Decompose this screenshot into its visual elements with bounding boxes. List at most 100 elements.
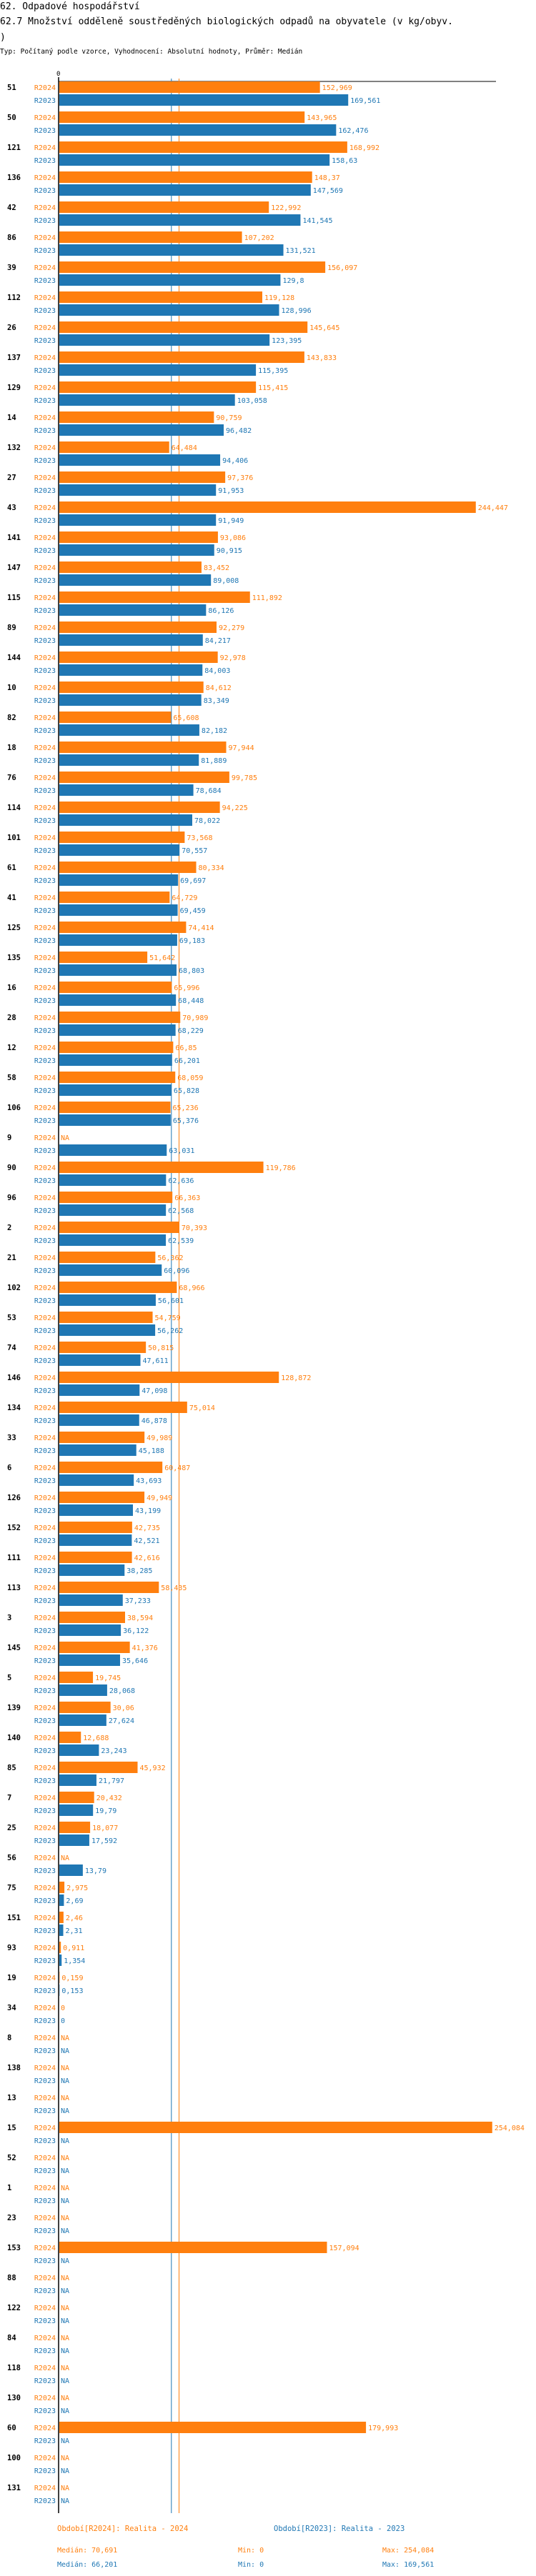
series-label-r2024: R2024 xyxy=(34,2455,56,2462)
category-label: 144 xyxy=(7,654,21,662)
series-label-r2024: R2024 xyxy=(34,744,56,752)
category-label: 13 xyxy=(7,2094,16,2102)
series-label-r2023: R2023 xyxy=(34,2317,56,2325)
bar-r2024 xyxy=(59,171,312,183)
bar-r2024 xyxy=(59,1192,173,1203)
category-label: 130 xyxy=(7,2394,21,2402)
data-label: 128,872 xyxy=(281,1374,311,1382)
bar-r2024 xyxy=(59,591,250,603)
na-label: NA xyxy=(61,2107,69,2115)
bar-r2024 xyxy=(59,81,320,93)
bar-r2023 xyxy=(59,994,177,1006)
data-label: 45,932 xyxy=(140,1764,166,1772)
data-label: 131,521 xyxy=(286,247,316,255)
data-label: 152,969 xyxy=(322,84,352,92)
data-label: 20,432 xyxy=(96,1794,122,1802)
na-label: NA xyxy=(61,2395,69,2402)
bar-r2024 xyxy=(59,982,172,993)
bar-r2023 xyxy=(59,1144,167,1156)
bar-r2023 xyxy=(59,1955,62,1966)
category-label: 131 xyxy=(7,2484,21,2492)
series-label-r2024: R2024 xyxy=(34,2215,56,2222)
bar-r2023 xyxy=(59,934,177,946)
series-label-r2023: R2023 xyxy=(34,877,56,885)
data-label: 30,06 xyxy=(113,1704,134,1712)
series-label-r2024: R2024 xyxy=(34,1824,56,1832)
series-label-r2024: R2024 xyxy=(34,1194,56,1202)
data-label: 244,447 xyxy=(478,504,508,512)
category-label: 74 xyxy=(7,1344,16,1352)
data-label: 107,202 xyxy=(244,234,274,242)
data-label: 99,785 xyxy=(232,774,257,782)
bar-r2024 xyxy=(59,1882,65,1893)
bar-r2024 xyxy=(59,1522,132,1533)
series-label-r2023: R2023 xyxy=(34,2047,56,2055)
bar-r2024 xyxy=(59,1732,81,1743)
series-label-r2023: R2023 xyxy=(34,457,56,465)
bar-r2024 xyxy=(59,652,218,663)
series-label-r2024: R2024 xyxy=(34,564,56,572)
series-label-r2024: R2024 xyxy=(34,1224,56,1232)
bar-r2023 xyxy=(59,124,337,136)
bar-r2024 xyxy=(59,1672,94,1683)
category-label: 151 xyxy=(7,1914,21,1922)
bar-r2023 xyxy=(59,1234,167,1246)
data-label: 69,183 xyxy=(179,937,205,945)
data-label: 73,568 xyxy=(187,834,212,842)
series-label-r2024: R2024 xyxy=(34,1614,56,1622)
data-label: 119,128 xyxy=(264,294,294,302)
category-label: 152 xyxy=(7,1524,21,1532)
series-label-r2024: R2024 xyxy=(34,1524,56,1532)
data-label: 86,126 xyxy=(208,607,234,615)
series-label-r2023: R2023 xyxy=(34,637,56,645)
section-title: 62. Odpadové hospodářství xyxy=(0,1,140,12)
bar-r2024 xyxy=(59,1072,176,1083)
bar-r2024 xyxy=(59,1642,130,1653)
category-label: 112 xyxy=(7,294,21,302)
data-label: 96,482 xyxy=(226,427,252,435)
series-label-r2024: R2024 xyxy=(34,684,56,692)
category-label: 93 xyxy=(7,1944,16,1952)
category-label: 137 xyxy=(7,354,21,362)
category-label: 85 xyxy=(7,1764,16,1772)
data-label: 89,008 xyxy=(213,577,239,585)
series-label-r2023: R2023 xyxy=(34,667,56,675)
bar-r2023 xyxy=(59,1684,107,1696)
series-label-r2023: R2023 xyxy=(34,487,56,495)
data-label: 84,217 xyxy=(205,637,231,645)
bar-r2024 xyxy=(59,531,218,543)
data-label: 42,521 xyxy=(134,1537,159,1545)
series-label-r2024: R2024 xyxy=(34,954,56,962)
bar-r2024 xyxy=(59,772,229,783)
data-label: 47,611 xyxy=(143,1357,169,1365)
category-label: 147 xyxy=(7,564,21,572)
category-label: 58 xyxy=(7,1074,16,1082)
na-label: NA xyxy=(61,2257,69,2265)
data-label: 83,452 xyxy=(204,564,229,572)
series-label-r2023: R2023 xyxy=(34,2107,56,2115)
bar-r2023 xyxy=(59,484,217,496)
series-label-r2024: R2024 xyxy=(34,1074,56,1082)
data-label: 97,944 xyxy=(228,744,254,752)
data-label: 66,363 xyxy=(174,1194,200,1202)
data-label: 60,096 xyxy=(164,1267,189,1275)
series-label-r2024: R2024 xyxy=(34,324,56,332)
series-label-r2024: R2024 xyxy=(34,1284,56,1292)
bar-r2023 xyxy=(59,1084,172,1096)
series-label-r2024: R2024 xyxy=(34,2305,56,2312)
bar-r2023 xyxy=(59,1714,106,1726)
stat-min-r2023: Min: 0 xyxy=(238,2561,264,2569)
category-label: 145 xyxy=(7,1644,21,1652)
category-label: 76 xyxy=(7,774,16,782)
bar-r2023 xyxy=(59,1444,137,1456)
series-label-r2023: R2023 xyxy=(34,187,56,195)
data-label: 141,545 xyxy=(302,217,332,225)
data-label: 65,996 xyxy=(174,984,199,992)
series-label-r2023: R2023 xyxy=(34,607,56,615)
data-label: 58,435 xyxy=(161,1584,187,1592)
series-label-r2024: R2024 xyxy=(34,1254,56,1262)
data-label: 12,688 xyxy=(83,1734,109,1742)
series-label-r2023: R2023 xyxy=(34,1867,56,1875)
data-label: 65,376 xyxy=(173,1117,199,1125)
